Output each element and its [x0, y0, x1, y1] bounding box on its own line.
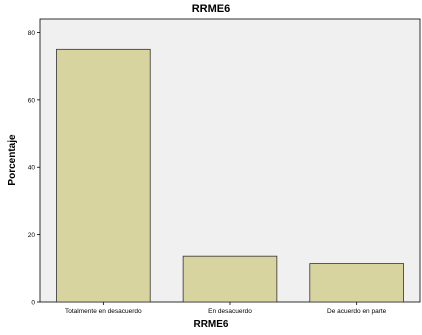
x-axis-label: RRME6 — [193, 319, 228, 330]
bar — [309, 263, 404, 303]
y-axis-label: Porcentaje — [7, 134, 18, 186]
y-tick-label: 20 — [28, 232, 36, 239]
x-tick-label: De acuerdo en parte — [327, 308, 387, 315]
x-axis-ticks: Totalmente en desacuerdo En desacuerdo De … — [65, 302, 387, 315]
y-tick-label: 80 — [28, 30, 36, 37]
y-tick-label: 60 — [28, 97, 36, 104]
x-tick-label: En desacuerdo — [208, 308, 252, 315]
y-tick-label: 40 — [28, 165, 36, 172]
chart-title: RRME6 — [192, 3, 231, 15]
bars — [56, 48, 404, 303]
y-tick-label: 0 — [31, 300, 35, 307]
x-tick-label: Totalmente en desacuerdo — [65, 308, 142, 315]
y-axis-ticks: 0 20 40 60 80 — [28, 30, 40, 307]
bar — [182, 255, 278, 303]
bar — [56, 48, 151, 303]
